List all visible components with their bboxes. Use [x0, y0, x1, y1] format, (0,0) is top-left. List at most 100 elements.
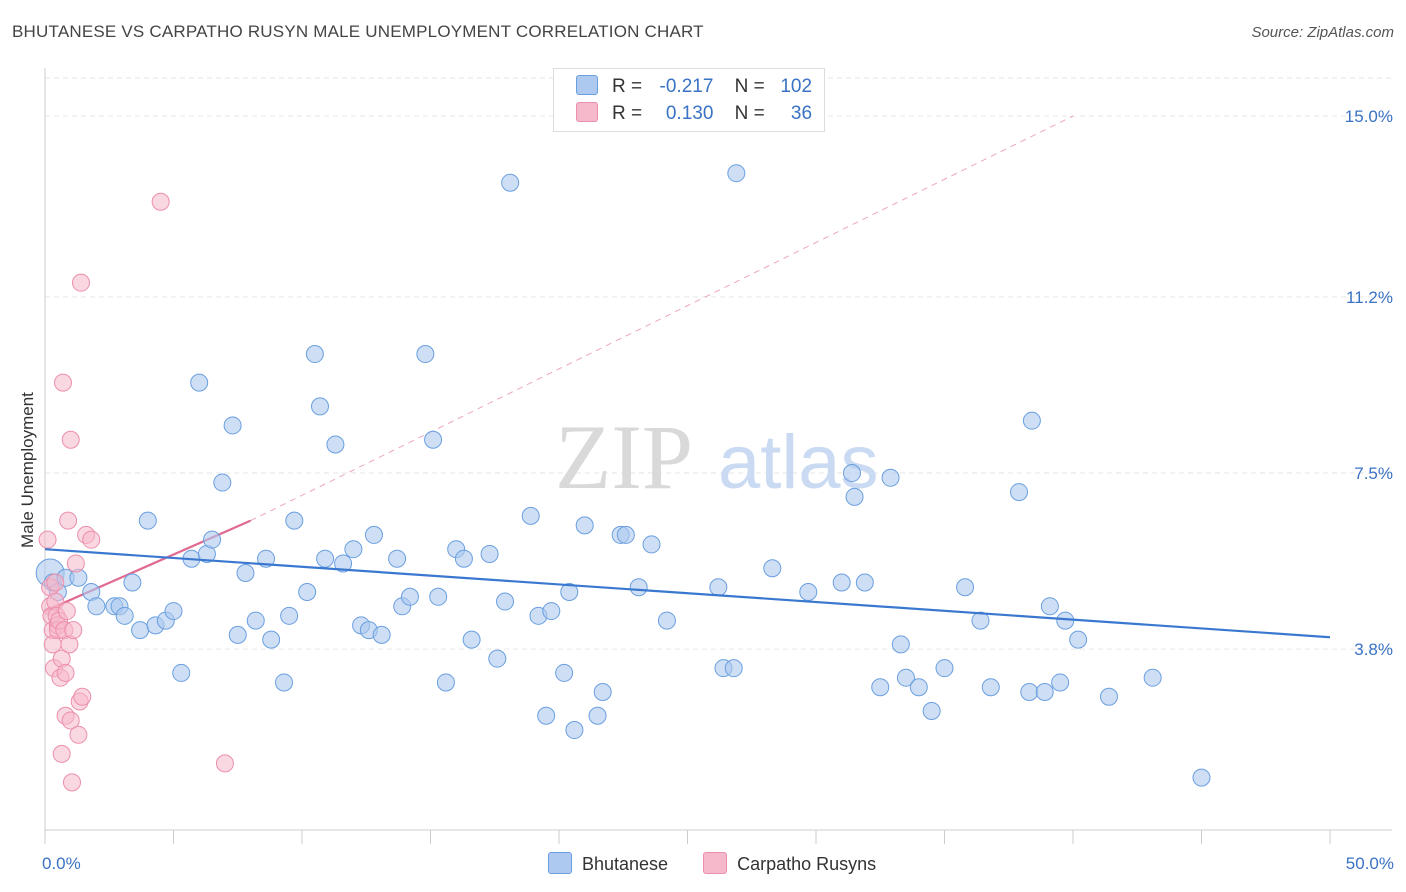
bhutanese-point [416, 345, 435, 364]
legend-swatch-pink [576, 102, 598, 122]
bhutanese-point [575, 516, 594, 535]
bhutanese-point [115, 606, 134, 625]
bhutanese-point [896, 668, 915, 687]
bhutanese-point [727, 164, 746, 183]
bhutanese-point [1143, 668, 1162, 687]
bhutanese-point [203, 530, 222, 549]
bhutanese-trend-line [44, 548, 1331, 639]
bhutanese-point [1035, 682, 1054, 701]
bhutanese-trend [44, 548, 1331, 639]
bhutanese-point [429, 587, 448, 606]
bhutanese-point [657, 611, 676, 630]
bhutanese-point [981, 678, 1000, 697]
bhutanese-point [565, 721, 584, 740]
bhutanese-point [1192, 768, 1211, 787]
bhutanese-point [285, 511, 304, 530]
bhutanese-point [364, 525, 383, 544]
bhutanese-point [1020, 682, 1039, 701]
bhutanese-point [454, 549, 473, 568]
legend-n-value-2: 36 [790, 103, 813, 124]
carpatho-rusyns-trend-extension [250, 115, 1074, 522]
bhutanese-point [262, 630, 281, 649]
bhutanese-point [1051, 673, 1070, 692]
bhutanese-point [131, 621, 150, 640]
bhutanese-point [1040, 597, 1059, 616]
watermark: ZIP atlas [555, 406, 879, 508]
series-swatch-pink [703, 852, 728, 874]
bhutanese-point [560, 583, 579, 602]
bhutanese-point [280, 606, 299, 625]
axes [44, 68, 1392, 844]
chart-title: BHUTANESE VS CARPATHO RUSYN MALE UNEMPLO… [12, 22, 704, 41]
bhutanese-point [616, 525, 635, 544]
carpatho-rusyns-point [66, 554, 85, 573]
tick-labels: 3.8% 7.5% 11.2% 15.0% 0.0% 50.0% [42, 107, 1394, 873]
carpatho-rusyns-point [64, 621, 83, 640]
carpatho-rusyns-point [62, 773, 81, 792]
legend-row-bhutanese: R = -0.217 N = 102 [576, 75, 812, 99]
bhutanese-point [1069, 630, 1088, 649]
watermark-zip: ZIP [555, 406, 693, 508]
series-legend-label-2: Carpatho Rusyns [737, 854, 877, 874]
legend-n-label-2: N = [734, 103, 765, 124]
legend-row-carpatho-rusyns: R = 0.130 N = 36 [576, 102, 812, 126]
carpatho-rusyns-point [46, 573, 65, 592]
bhutanese-point [138, 511, 157, 530]
bhutanese-point [909, 678, 928, 697]
bhutanese-point [881, 468, 900, 487]
bhutanese-point [190, 373, 209, 392]
bhutanese-point [488, 649, 507, 668]
carpatho-rusyns-point [61, 711, 80, 730]
bhutanese-point [213, 473, 232, 492]
bhutanese-point [891, 635, 910, 654]
y-tick-label-2: 11.2% [1346, 288, 1393, 307]
carpatho-rusyns-point [82, 530, 101, 549]
bhutanese-point [1022, 411, 1041, 430]
series-legend-label-1: Bhutanese [582, 854, 669, 874]
bhutanese-point [326, 435, 345, 454]
source-label: Source: ZipAtlas.com [1251, 24, 1394, 41]
bhutanese-point [593, 682, 612, 701]
bhutanese-point [344, 540, 363, 559]
bhutanese-point [400, 587, 419, 606]
bhutanese-point [971, 611, 990, 630]
carpatho-rusyns-points [38, 192, 234, 792]
carpatho-rusyns-point [69, 725, 88, 744]
legend-r-label-2: R = [612, 103, 643, 124]
carpatho-rusyns-point [57, 602, 76, 621]
carpatho-rusyns-point [215, 754, 234, 773]
bhutanese-point [223, 416, 242, 435]
bhutanese-point [542, 602, 561, 621]
series-legend-bhutanese: Bhutanese [548, 852, 668, 875]
bhutanese-point [436, 673, 455, 692]
bhutanese-point [763, 559, 782, 578]
bhutanese-point [537, 706, 556, 725]
bhutanese-point [316, 549, 335, 568]
carpatho-rusyns-point [59, 511, 78, 530]
carpatho-rusyns-point [38, 530, 57, 549]
bhutanese-point [228, 625, 247, 644]
bhutanese-point [956, 578, 975, 597]
bhutanese-point [372, 625, 391, 644]
bhutanese-point [642, 535, 661, 554]
y-tick-label-3: 15.0% [1345, 107, 1393, 126]
y-axis-title: Male Unemployment [18, 392, 37, 548]
bhutanese-point [842, 464, 861, 483]
legend-n-label-1: N = [734, 76, 765, 97]
bhutanese-point [935, 659, 954, 678]
carpatho-rusyns-point [73, 687, 92, 706]
bhutanese-point [501, 173, 520, 192]
bhutanese-point [629, 578, 648, 597]
bhutanese-point [871, 678, 890, 697]
series-legend-carpatho-rusyns: Carpatho Rusyns [703, 852, 876, 875]
bhutanese-point [799, 583, 818, 602]
legend-swatch-blue [576, 75, 598, 95]
bhutanese-point [305, 345, 324, 364]
bhutanese-point [462, 630, 481, 649]
bhutanese-point [246, 611, 265, 630]
carpatho-rusyns-point [56, 663, 75, 682]
legend-r-label-1: R = [612, 76, 643, 97]
bhutanese-point [310, 397, 329, 416]
bhutanese-point [236, 563, 255, 582]
bhutanese-point [172, 663, 191, 682]
